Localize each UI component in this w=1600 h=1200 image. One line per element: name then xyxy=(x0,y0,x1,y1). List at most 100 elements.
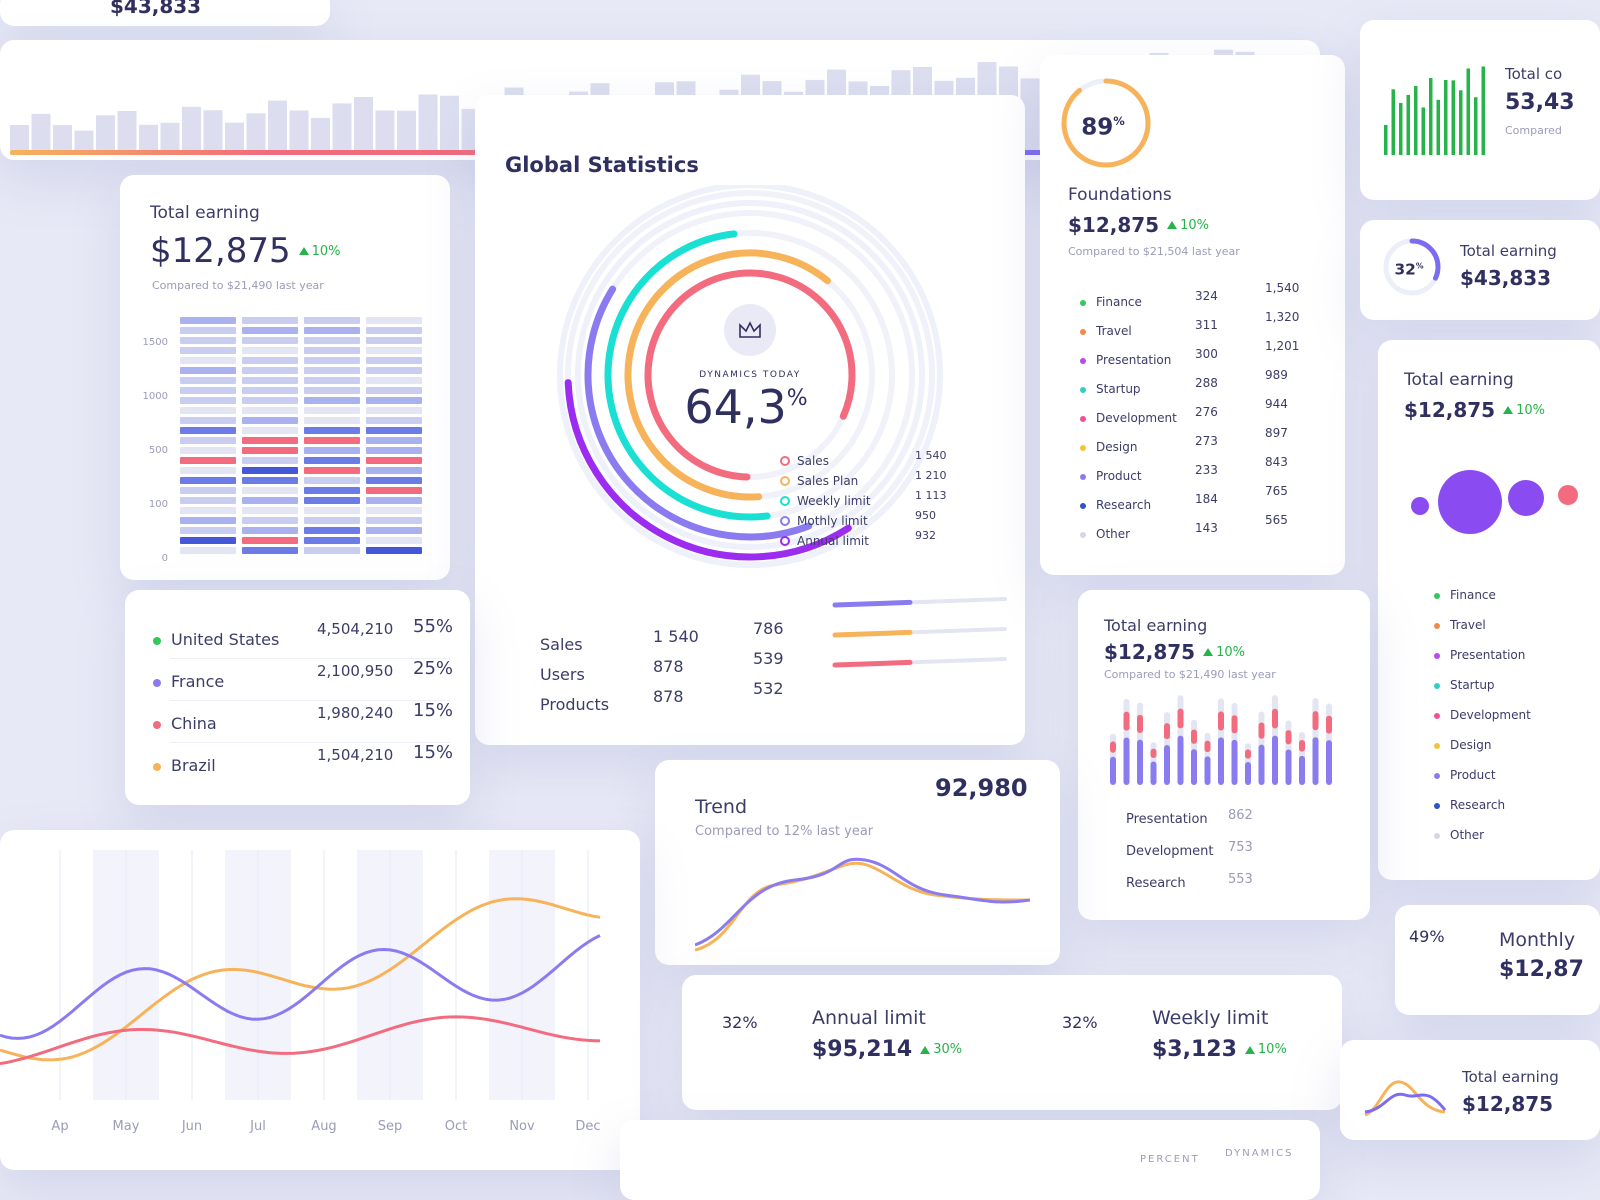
up-icon xyxy=(298,247,309,255)
note: Compared to 12% last year xyxy=(695,824,874,839)
strip-bar xyxy=(375,110,395,150)
up-icon xyxy=(1203,648,1214,656)
country-value: 4,504,210 xyxy=(317,620,394,638)
limits-card: 32% Annual limit $95,214 30% 32% Weekly limi… xyxy=(682,975,1342,1110)
heat-cell xyxy=(180,327,236,334)
progress-bar xyxy=(832,629,913,638)
heat-cell xyxy=(304,397,360,404)
heat-cell xyxy=(242,427,298,434)
up-icon xyxy=(1244,1045,1255,1054)
heat-cell xyxy=(180,507,236,514)
row: Travel xyxy=(1434,618,1486,632)
dot xyxy=(1434,712,1440,719)
bar xyxy=(1150,761,1157,785)
strip-bar xyxy=(332,103,352,150)
percent-ring: 89% xyxy=(1061,78,1151,168)
progress-bar xyxy=(832,659,913,668)
green-bar xyxy=(1391,89,1395,155)
heat-cell xyxy=(366,327,422,334)
green-bar xyxy=(1436,99,1440,155)
row-a: 1 540 xyxy=(653,627,699,646)
heat-cell xyxy=(366,497,422,504)
row-a: 878 xyxy=(653,687,684,706)
heat-cell xyxy=(304,347,360,354)
change: 10% xyxy=(298,244,341,259)
month-label: Ap xyxy=(51,1119,68,1134)
bar-top xyxy=(1164,723,1170,740)
row: France xyxy=(153,672,224,691)
month-label: Nov xyxy=(509,1119,535,1134)
change: 10% xyxy=(1244,1042,1287,1057)
strip-bar xyxy=(31,113,51,150)
bubble xyxy=(1438,470,1502,534)
strip-bar xyxy=(354,97,373,150)
row-label: Presentation xyxy=(1126,812,1208,827)
heat-cell xyxy=(304,317,360,324)
row-label: Product xyxy=(1450,768,1496,782)
heat-cell xyxy=(366,397,422,404)
up-icon xyxy=(920,1045,931,1054)
heat-cell xyxy=(242,387,298,394)
bar-top xyxy=(1272,708,1278,729)
green-bar xyxy=(1451,80,1455,155)
change: 30% xyxy=(920,1042,962,1057)
percent-unit: % xyxy=(1429,927,1445,946)
row-label: Finance xyxy=(1450,588,1496,602)
amount: $43,833 xyxy=(110,0,202,18)
row-label: Design xyxy=(1450,738,1492,752)
heat-cell xyxy=(242,487,298,494)
country-share: 25% xyxy=(413,658,454,679)
heat-cell xyxy=(304,537,360,544)
heat-cell xyxy=(366,487,422,494)
ring-arc xyxy=(624,249,831,501)
bubble xyxy=(1411,497,1429,515)
heat-cell xyxy=(180,497,236,504)
heat-cell xyxy=(242,377,298,384)
heat-cell xyxy=(366,417,422,424)
big-value: 64,3% xyxy=(684,380,807,434)
legend-label: Annual limit xyxy=(797,534,869,548)
heat-cell xyxy=(242,317,298,324)
row-label: Research xyxy=(1450,798,1506,812)
bar xyxy=(1164,744,1170,785)
row: Startup xyxy=(1080,382,1141,396)
heat-cell xyxy=(180,417,236,424)
legend-value: 1 113 xyxy=(915,489,947,502)
legend-value: 932 xyxy=(915,529,936,542)
heat-cell xyxy=(366,547,422,554)
heat-cell xyxy=(180,477,236,484)
up-icon xyxy=(1503,406,1514,414)
total-card: Total co 53,43 Compared xyxy=(1360,20,1600,200)
change: 10% xyxy=(1203,645,1245,660)
bar xyxy=(1110,756,1116,785)
earning-small-card: 32% Total earning $43,833 xyxy=(1360,220,1600,320)
heat-cell xyxy=(304,327,360,334)
percent-unit: % xyxy=(1113,114,1125,128)
card-title: Total earning xyxy=(1404,370,1514,390)
legend-value: 1 210 xyxy=(915,469,947,482)
bar xyxy=(1285,749,1292,785)
country: France xyxy=(171,672,225,691)
row-label: Research xyxy=(1126,876,1186,891)
heat-cell xyxy=(366,467,422,474)
legend-label: Weekly limit xyxy=(797,494,871,508)
row: Brazil xyxy=(153,756,216,775)
heat-cell xyxy=(304,377,360,384)
progress-bar xyxy=(832,599,913,608)
y-tick-label: 100 xyxy=(149,499,168,510)
row: Travel xyxy=(1080,324,1132,338)
heat-cell xyxy=(242,467,298,474)
heat-cell xyxy=(304,507,360,514)
row-b: 897 xyxy=(1265,426,1288,440)
trend-line xyxy=(695,857,1031,947)
row: Product xyxy=(1080,469,1142,483)
row-a: 184 xyxy=(1195,492,1218,506)
row-b: 843 xyxy=(1265,455,1288,469)
ring-arc xyxy=(1061,78,1151,168)
line xyxy=(0,1015,601,1066)
amount-row: $12,875 10% xyxy=(1068,213,1209,237)
legend-label: Mothly limit xyxy=(797,514,868,528)
earning-list-card: Total earning $12,875 10% Finance Travel P… xyxy=(1378,340,1600,880)
strip-bar xyxy=(246,113,266,150)
